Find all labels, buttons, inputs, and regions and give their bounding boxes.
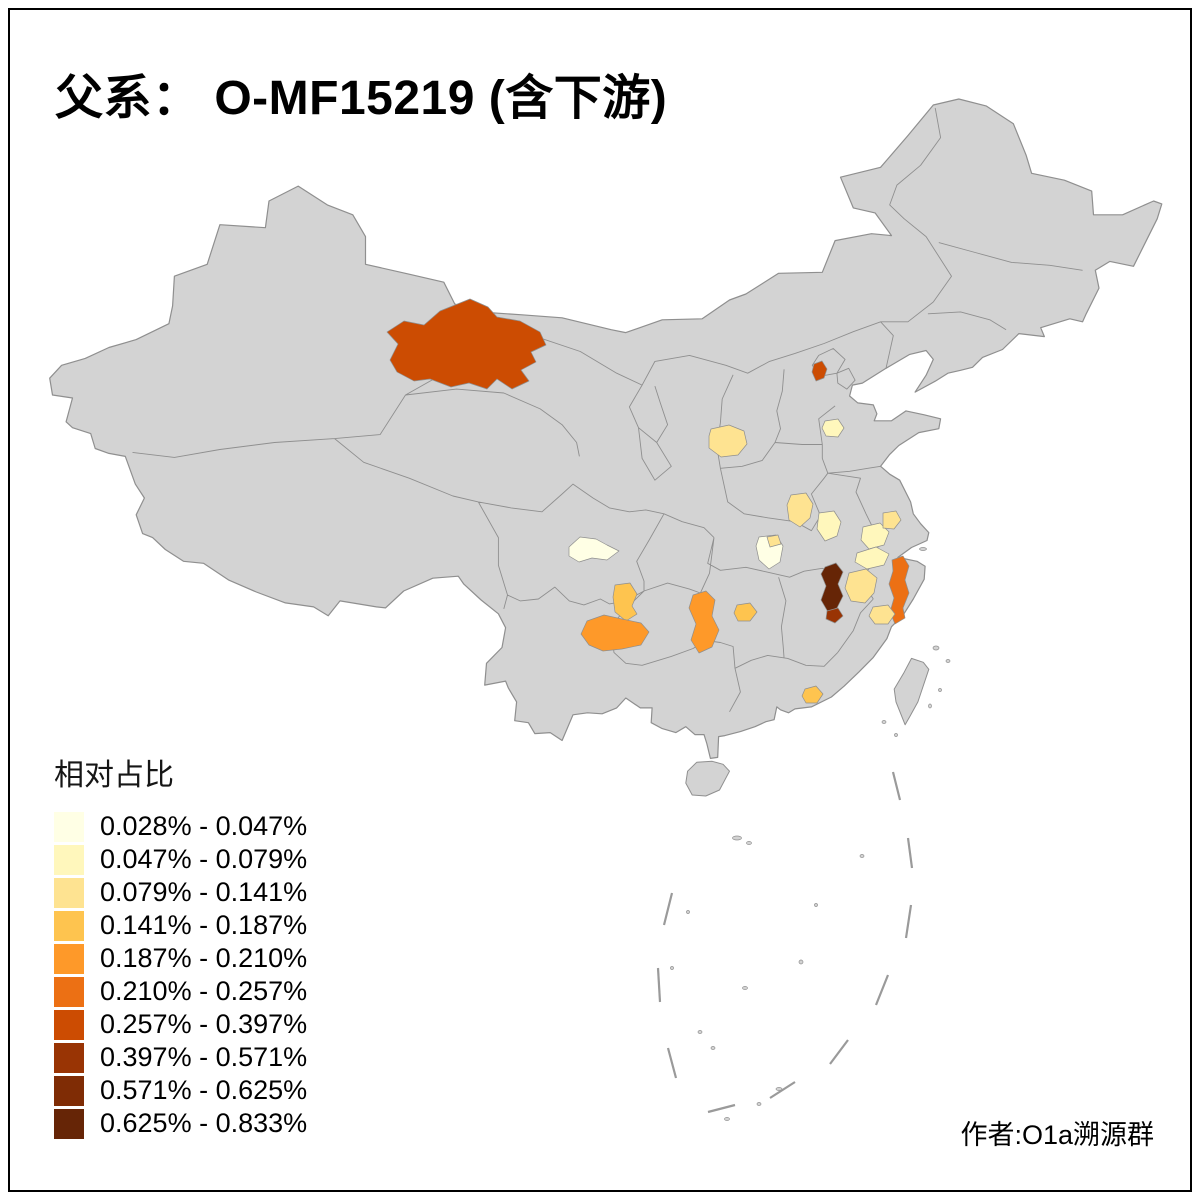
nine-dash-segment <box>769 1081 796 1099</box>
highlight-region-hl-henan <box>786 492 814 528</box>
islet <box>798 959 804 965</box>
legend-label: 0.397% - 0.571% <box>100 1042 308 1072</box>
islet <box>919 547 927 551</box>
legend-swatch <box>54 1075 84 1106</box>
legend-swatch <box>54 1042 84 1073</box>
islet <box>859 854 865 858</box>
islet <box>724 1117 730 1121</box>
highlight-region-hl-anhui-south-lower <box>825 607 844 624</box>
mainland-shape <box>49 98 1163 759</box>
legend-row: 0.571% - 0.625% <box>54 1074 307 1107</box>
author-credit: 作者:O1a溯源群 <box>960 1120 1154 1150</box>
highlight-region-hl-zhejiang-west <box>844 568 878 604</box>
highlight-region-hl-xinjiang-north <box>386 298 547 390</box>
islet <box>686 910 690 914</box>
highlight-region-hl-hebei-east <box>821 418 845 438</box>
legend-row: 0.625% - 0.833% <box>54 1107 307 1140</box>
legend: 相对占比 0.028% - 0.047% 0.047% - 0.079% 0.079… <box>54 750 307 1140</box>
islet <box>945 659 951 663</box>
legend-swatch <box>54 910 84 941</box>
highlight-region-hl-zhejiang-north <box>854 546 890 570</box>
islands-shape <box>685 657 930 797</box>
islet <box>742 986 748 990</box>
legend-label: 0.187% - 0.210% <box>100 943 308 973</box>
nine-dash-segment <box>904 904 913 939</box>
nine-dash-segment <box>906 837 914 869</box>
legend-swatch <box>54 1108 84 1139</box>
legend-swatch <box>54 811 84 842</box>
highlight-region-hl-jiangsu-a <box>860 522 890 550</box>
legend-row: 0.141% - 0.187% <box>54 909 307 942</box>
legend-label: 0.625% - 0.833% <box>100 1108 308 1138</box>
legend-row: 0.028% - 0.047% <box>54 810 307 843</box>
islet <box>775 1087 783 1091</box>
islet <box>881 720 887 724</box>
highlight-region-hl-fujian <box>801 685 824 704</box>
legend-label: 0.047% - 0.079% <box>100 844 308 874</box>
islet <box>928 703 932 709</box>
legend-row: 0.079% - 0.141% <box>54 876 307 909</box>
islet <box>814 903 818 907</box>
legend-row: 0.047% - 0.079% <box>54 843 307 876</box>
province-borders <box>132 107 1083 713</box>
nine-dash-segment <box>662 892 674 926</box>
highlight-region-hl-hunan-west <box>688 590 720 654</box>
islet <box>670 966 674 970</box>
legend-swatch <box>54 976 84 1007</box>
highlight-region-hl-jiangsu-b <box>882 510 902 530</box>
legend-label: 0.141% - 0.187% <box>100 910 308 940</box>
islet <box>932 645 940 651</box>
islet <box>710 1046 716 1050</box>
islet <box>697 1030 703 1034</box>
legend-label: 0.079% - 0.141% <box>100 877 308 907</box>
legend-label: 0.210% - 0.257% <box>100 976 308 1006</box>
highlight-region-hl-huai <box>816 510 842 542</box>
legend-rows: 0.028% - 0.047% 0.047% - 0.079% 0.079% - 0… <box>54 810 307 1140</box>
highlight-region-hl-zhejiang-coast <box>888 555 910 625</box>
legend-swatch <box>54 943 84 974</box>
highlight-region-hl-shanxi <box>708 424 748 458</box>
map-title: 父系： O-MF15219 (含下游) <box>55 72 668 125</box>
nine-dash-segment <box>656 967 662 1003</box>
legend-row: 0.210% - 0.257% <box>54 975 307 1008</box>
nine-dash-segment <box>707 1103 736 1114</box>
islet <box>894 733 898 737</box>
islet <box>938 688 942 692</box>
highlight-region-hl-zhejiang-south <box>868 604 896 625</box>
highlight-region-hl-sichuan <box>568 536 620 563</box>
legend-row: 0.397% - 0.571% <box>54 1041 307 1074</box>
legend-row: 0.257% - 0.397% <box>54 1008 307 1041</box>
highlight-region-hl-chongqing-west <box>612 582 638 622</box>
islet <box>732 835 742 841</box>
legend-swatch <box>54 877 84 908</box>
legend-label: 0.257% - 0.397% <box>100 1009 308 1039</box>
legend-title: 相对占比 <box>54 759 174 792</box>
nine-dash-segment <box>666 1047 678 1079</box>
legend-label: 0.028% - 0.047% <box>100 811 308 841</box>
islet <box>756 1102 762 1106</box>
highlight-region-hl-beijing <box>811 360 828 382</box>
highlight-region-hl-hunan-mid <box>733 602 758 622</box>
legend-row: 0.187% - 0.210% <box>54 942 307 975</box>
highlight-region-hl-sichuan-south <box>580 614 650 652</box>
nine-dash-segment <box>874 974 890 1006</box>
islet <box>746 841 752 845</box>
nine-dash-segment <box>891 771 902 801</box>
legend-swatch <box>54 1009 84 1040</box>
highlight-region-hl-hubei-north <box>766 534 782 548</box>
legend-label: 0.571% - 0.625% <box>100 1075 308 1105</box>
nine-dash-segment <box>829 1039 849 1065</box>
legend-swatch <box>54 844 84 875</box>
